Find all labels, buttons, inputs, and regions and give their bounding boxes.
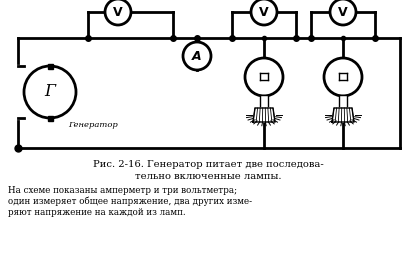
Text: Генератор: Генератор [68, 121, 118, 129]
Polygon shape [253, 108, 275, 122]
Text: ряют напряжение на каждой из ламп.: ряют напряжение на каждой из ламп. [8, 208, 186, 217]
Text: Г: Г [45, 83, 55, 101]
Text: тельно включенные лампы.: тельно включенные лампы. [135, 172, 281, 181]
Circle shape [183, 42, 211, 70]
Bar [260, 95, 268, 108]
Text: На схеме показаны амперметр и три вольтметра;: На схеме показаны амперметр и три вольтм… [8, 186, 237, 195]
Text: V: V [259, 6, 269, 19]
Text: один измеряет общее напряжение, два других изме-: один измеряет общее напряжение, два друг… [8, 197, 252, 207]
Polygon shape [332, 108, 354, 122]
Bar [47, 115, 52, 120]
Circle shape [324, 58, 362, 96]
Bar [47, 63, 52, 68]
Text: V: V [338, 6, 348, 19]
Text: А: А [192, 49, 202, 63]
Circle shape [245, 58, 283, 96]
Bar [339, 95, 347, 108]
Circle shape [330, 0, 356, 25]
Circle shape [251, 0, 277, 25]
Circle shape [24, 66, 76, 118]
Text: V: V [113, 6, 123, 19]
Circle shape [105, 0, 131, 25]
Text: Рис. 2-16. Генератор питает две последова-: Рис. 2-16. Генератор питает две последов… [93, 160, 323, 169]
